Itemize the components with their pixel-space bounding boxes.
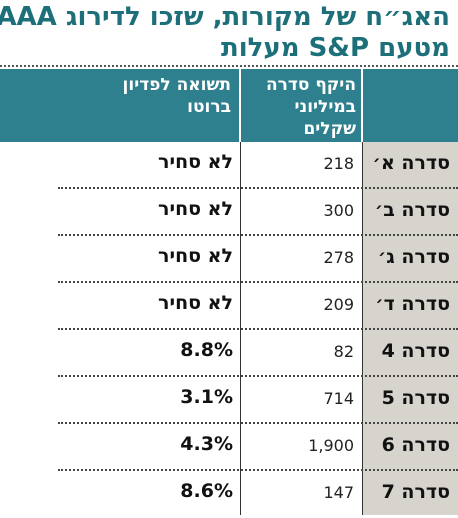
series-name: סדרה 7 <box>381 481 450 503</box>
series-size: 278 <box>323 248 354 267</box>
series-yield: לא סחיר <box>158 198 233 220</box>
header-yield: תשואה לפדיון ברוטו <box>11 74 231 118</box>
table-row: סדרה 5 714 3.1% <box>0 377 458 424</box>
row-dotted-divider <box>58 469 458 471</box>
series-size: 147 <box>323 483 354 502</box>
series-size: 714 <box>323 389 354 408</box>
row-dotted-divider <box>58 281 458 283</box>
series-yield: 8.8% <box>180 339 233 361</box>
header-yield-line-1: תשואה לפדיון <box>122 75 231 95</box>
series-name: סדרה ב׳ <box>374 199 450 221</box>
header-series-size-line-2: במיליוני <box>294 97 356 117</box>
table-header: היקף סדרה במיליוני שקלים תשואה לפדיון בר… <box>0 69 458 142</box>
series-name: סדרה ג׳ <box>377 246 450 268</box>
series-yield: לא סחיר <box>158 292 233 314</box>
header-yield-line-2: ברוטו <box>187 97 231 117</box>
header-separator-2 <box>239 69 241 142</box>
table-row: סדרה 7 147 8.6% <box>0 471 458 518</box>
series-name: סדרה ד׳ <box>375 293 450 315</box>
series-yield: 4.3% <box>180 433 233 455</box>
header-series-size: היקף סדרה במיליוני שקלים <box>224 74 356 140</box>
header-series-size-line-1: היקף סדרה <box>265 75 356 95</box>
series-name: סדרה א׳ <box>372 152 450 174</box>
series-name: סדרה 6 <box>381 434 450 456</box>
table-row: סדרה ב׳ 300 לא סחיר <box>0 189 458 236</box>
header-series-size-line-3: שקלים <box>303 119 356 139</box>
series-size: 82 <box>333 342 354 361</box>
top-dotted-divider <box>0 65 458 67</box>
series-name: סדרה 5 <box>381 387 450 409</box>
title-line-1: האג״ח של מקורות, שזכו לדירוג AAA <box>0 2 450 32</box>
series-yield: לא סחיר <box>158 245 233 267</box>
row-dotted-divider <box>58 187 458 189</box>
series-yield: 3.1% <box>180 386 233 408</box>
title-line-2: מטעם S&P מעלות <box>220 33 450 63</box>
series-size: 300 <box>323 201 354 220</box>
table-row: סדרה ג׳ 278 לא סחיר <box>0 236 458 283</box>
table-row: סדרה 6 1,900 4.3% <box>0 424 458 471</box>
header-separator-1 <box>361 69 363 142</box>
series-size: 209 <box>323 295 354 314</box>
table-row: סדרה א׳ 218 לא סחיר <box>0 142 458 189</box>
row-dotted-divider <box>58 375 458 377</box>
series-size: 1,900 <box>308 436 354 455</box>
series-name: סדרה 4 <box>381 340 450 362</box>
table-row: סדרה ד׳ 209 לא סחיר <box>0 283 458 330</box>
row-dotted-divider <box>58 328 458 330</box>
series-size: 218 <box>323 154 354 173</box>
row-dotted-divider <box>58 422 458 424</box>
series-yield: לא סחיר <box>158 151 233 173</box>
series-yield: 8.6% <box>180 480 233 502</box>
table-row: סדרה 4 82 8.8% <box>0 330 458 377</box>
row-dotted-divider <box>58 234 458 236</box>
